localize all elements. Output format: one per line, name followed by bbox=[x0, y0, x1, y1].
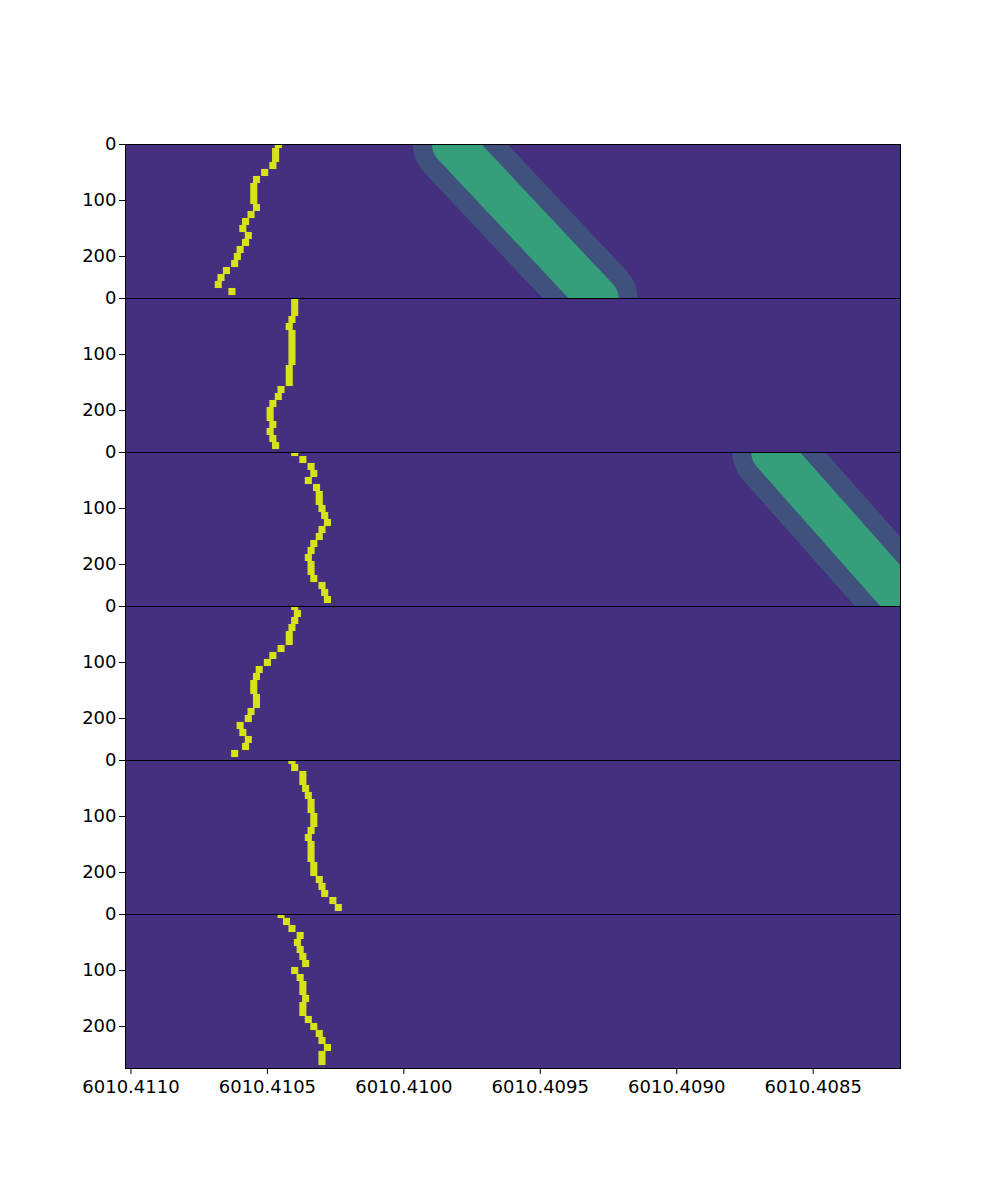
svg-text:6010.4105: 6010.4105 bbox=[219, 1076, 316, 1097]
svg-text:100: 100 bbox=[82, 805, 116, 826]
svg-text:0: 0 bbox=[105, 595, 116, 616]
svg-text:100: 100 bbox=[82, 189, 116, 210]
svg-text:200: 200 bbox=[82, 861, 116, 882]
svg-text:200: 200 bbox=[82, 399, 116, 420]
svg-text:6010.4095: 6010.4095 bbox=[492, 1076, 589, 1097]
svg-text:0: 0 bbox=[105, 749, 116, 770]
svg-text:0: 0 bbox=[105, 287, 116, 308]
svg-text:100: 100 bbox=[82, 497, 116, 518]
svg-text:6010.4085: 6010.4085 bbox=[765, 1076, 862, 1097]
svg-text:0: 0 bbox=[105, 903, 116, 924]
svg-text:0: 0 bbox=[105, 441, 116, 462]
svg-text:100: 100 bbox=[82, 651, 116, 672]
svg-text:6010.4090: 6010.4090 bbox=[628, 1076, 725, 1097]
svg-text:200: 200 bbox=[82, 707, 116, 728]
svg-text:200: 200 bbox=[82, 245, 116, 266]
svg-text:6010.4100: 6010.4100 bbox=[355, 1076, 452, 1097]
svg-text:200: 200 bbox=[82, 1015, 116, 1036]
svg-text:100: 100 bbox=[82, 959, 116, 980]
svg-text:100: 100 bbox=[82, 343, 116, 364]
svg-text:6010.4110: 6010.4110 bbox=[82, 1076, 179, 1097]
svg-text:0: 0 bbox=[105, 133, 116, 154]
svg-text:200: 200 bbox=[82, 553, 116, 574]
